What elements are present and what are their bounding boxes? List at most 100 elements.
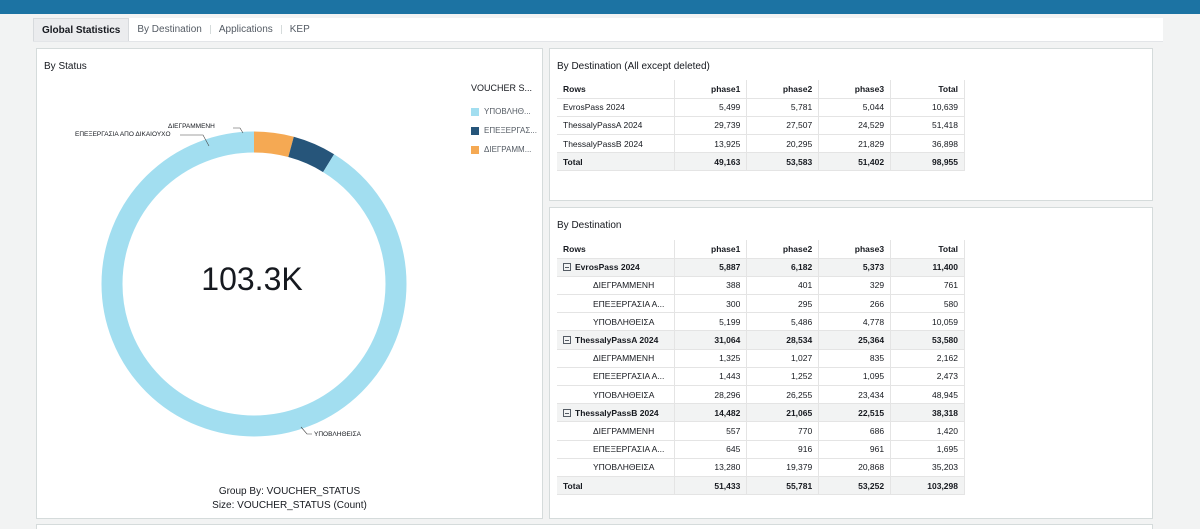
table-cell-value: 2,473: [890, 367, 965, 387]
table-cell-value: 761: [890, 276, 965, 296]
table-cell-value: 686: [818, 421, 892, 441]
destination-table: Rows phase1 phase2 phase3 Total EvrosPas…: [557, 80, 965, 172]
legend-swatch: [471, 145, 479, 154]
table-cell-value: 21,829: [818, 134, 892, 154]
group-label-cell: ThessalyPassB 2024: [557, 403, 676, 423]
legend-item-submitted[interactable]: ΥΠΟΒΛΗΘ...: [471, 107, 541, 116]
donut-slice[interactable]: [101, 131, 407, 437]
child-row[interactable]: ΔΙΕΓΡΑΜΜΕΝΗ 1,325 1,027 835 2,162: [557, 349, 965, 368]
column-header[interactable]: phase1: [674, 80, 748, 99]
visual-title: By Destination: [557, 220, 622, 231]
tab-divider: [209, 25, 211, 34]
row-label: ΥΠΟΒΛΗΘΕΙΣΑ: [557, 312, 676, 332]
child-row[interactable]: ΕΠΕΞΕΡΓΑΣΙΑ Α... 300 295 266 580: [557, 294, 965, 314]
group-cell-value: 28,534: [746, 330, 820, 350]
table-cell-value: 48,945: [890, 385, 965, 405]
sheet-tabs: Global Statistics By Destination Applica…: [33, 18, 1163, 42]
column-header[interactable]: Rows: [557, 240, 676, 259]
table-cell-value: 401: [746, 276, 820, 296]
table-cell-value: 1,695: [890, 440, 965, 459]
total-row: Total 51,433 55,781 53,252 103,298: [557, 476, 965, 496]
table-cell-value: 5,044: [818, 98, 892, 117]
child-row[interactable]: ΕΠΕΞΕΡΓΑΣΙΑ Α... 645 916 961 1,695: [557, 440, 965, 459]
top-app-bar: [0, 0, 1200, 14]
child-row[interactable]: ΔΙΕΓΡΑΜΜΕΝΗ 388 401 329 761: [557, 276, 965, 296]
group-row[interactable]: EvrosPass 2024 5,887 6,182 5,373 11,400: [557, 258, 965, 277]
visual-title: By Status: [44, 61, 87, 72]
table-row[interactable]: ThessalyPassA 2024 29,739 27,507 24,529 51,4…: [557, 116, 965, 136]
table-cell-value: 10,059: [890, 312, 965, 332]
total-cell-value: 53,583: [746, 152, 820, 172]
tab-applications[interactable]: Applications: [218, 24, 273, 35]
column-header[interactable]: phase3: [818, 80, 892, 99]
collapse-icon[interactable]: [563, 336, 571, 345]
collapse-icon[interactable]: [563, 408, 571, 417]
table-row[interactable]: EvrosPass 2024 5,499 5,781 5,044 10,639: [557, 98, 965, 117]
table-cell-value: 20,295: [746, 134, 820, 154]
collapse-icon[interactable]: [563, 263, 571, 272]
group-row[interactable]: ThessalyPassA 2024 31,064 28,534 25,364 53,5…: [557, 330, 965, 350]
table-cell-value: 1,095: [818, 367, 892, 387]
table-cell-value: 1,325: [674, 349, 748, 368]
by-destination-all-except-deleted-visual[interactable]: By Destination (All except deleted) Rows…: [549, 48, 1153, 201]
table-cell-value: 26,255: [746, 385, 820, 405]
table-cell-value: 35,203: [890, 458, 965, 477]
table-header-row: Rows phase1 phase2 phase3 Total: [557, 80, 965, 99]
column-header[interactable]: Total: [890, 80, 965, 99]
column-header[interactable]: phase1: [674, 240, 748, 259]
table-header-row: Rows phase1 phase2 phase3 Total: [557, 240, 965, 259]
by-status-visual[interactable]: By Status ΔΙΕΓΡΑΜΜΕΝΗ ΕΠΕΞΕΡΓΑΣΙΑ ΑΠΟ ΔΙ…: [36, 48, 543, 519]
child-row[interactable]: ΥΠΟΒΛΗΘΕΙΣΑ 5,199 5,486 4,778 10,059: [557, 312, 965, 332]
child-row[interactable]: ΕΠΕΞΕΡΓΑΣΙΑ Α... 1,443 1,252 1,095 2,473: [557, 367, 965, 387]
tab-kep[interactable]: KEP: [289, 24, 310, 35]
legend-item-processing[interactable]: ΕΠΕΞΕΡΓΑΣ...: [471, 126, 541, 135]
legend-label: ΥΠΟΒΛΗΘ...: [484, 107, 531, 116]
table-cell-value: 29,739: [674, 116, 748, 136]
table-cell-value: 5,499: [674, 98, 748, 117]
group-cell-value: 22,515: [818, 403, 892, 423]
group-row[interactable]: ThessalyPassB 2024 14,482 21,065 22,515 38,3…: [557, 403, 965, 423]
donut-chart: [101, 127, 407, 437]
group-label: ThessalyPassB 2024: [575, 407, 659, 418]
row-label: EvrosPass 2024: [557, 98, 676, 117]
group-cell-value: 6,182: [746, 258, 820, 277]
legend-label: ΕΠΕΞΕΡΓΑΣ...: [484, 126, 537, 135]
group-cell-value: 31,064: [674, 330, 748, 350]
group-label-cell: ThessalyPassA 2024: [557, 330, 676, 350]
total-label: Total: [557, 476, 676, 496]
tab-global-statistics[interactable]: Global Statistics: [33, 18, 130, 41]
table-cell-value: 23,434: [818, 385, 892, 405]
table-cell-value: 645: [674, 440, 748, 459]
callout-label-processing: ΕΠΕΞΕΡΓΑΣΙΑ ΑΠΟ ΔΙΚΑΙΟΥΧΟ: [75, 131, 171, 138]
group-label-cell: EvrosPass 2024: [557, 258, 676, 277]
callout-line-deleted: [233, 127, 244, 134]
tab-by-destination[interactable]: By Destination: [137, 24, 202, 35]
table-cell-value: 5,486: [746, 312, 820, 332]
group-cell-value: 38,318: [890, 403, 965, 423]
child-row[interactable]: ΥΠΟΒΛΗΘΕΙΣΑ 28,296 26,255 23,434 48,945: [557, 385, 965, 405]
table-cell-value: 329: [818, 276, 892, 296]
column-header[interactable]: phase2: [746, 80, 820, 99]
table-cell-value: 36,898: [890, 134, 965, 154]
row-label: ΔΙΕΓΡΑΜΜΕΝΗ: [557, 349, 676, 368]
group-by-caption: Group By: VOUCHER_STATUS: [218, 486, 361, 497]
table-cell-value: 4,778: [818, 312, 892, 332]
table-row[interactable]: ThessalyPassB 2024 13,925 20,295 21,829 36,8…: [557, 134, 965, 154]
table-cell-value: 1,027: [746, 349, 820, 368]
child-row[interactable]: ΔΙΕΓΡΑΜΜΕΝΗ 557 770 686 1,420: [557, 421, 965, 441]
donut-center-total: 103.3K: [201, 261, 303, 297]
legend-item-deleted[interactable]: ΔΙΕΓΡΑΜΜ...: [471, 145, 541, 154]
group-cell-value: 25,364: [818, 330, 892, 350]
by-destination-visual[interactable]: By Destination Rows phase1 phase2 phase3…: [549, 207, 1153, 519]
child-row[interactable]: ΥΠΟΒΛΗΘΕΙΣΑ 13,280 19,379 20,868 35,203: [557, 458, 965, 477]
table-cell-value: 1,443: [674, 367, 748, 387]
table-cell-value: 835: [818, 349, 892, 368]
table-cell-value: 557: [674, 421, 748, 441]
column-header[interactable]: Total: [890, 240, 965, 259]
column-header[interactable]: phase2: [746, 240, 820, 259]
table-cell-value: 770: [746, 421, 820, 441]
table-cell-value: 2,162: [890, 349, 965, 368]
column-header[interactable]: phase3: [818, 240, 892, 259]
callout-label-deleted: ΔΙΕΓΡΑΜΜΕΝΗ: [168, 123, 215, 130]
column-header[interactable]: Rows: [557, 80, 676, 99]
